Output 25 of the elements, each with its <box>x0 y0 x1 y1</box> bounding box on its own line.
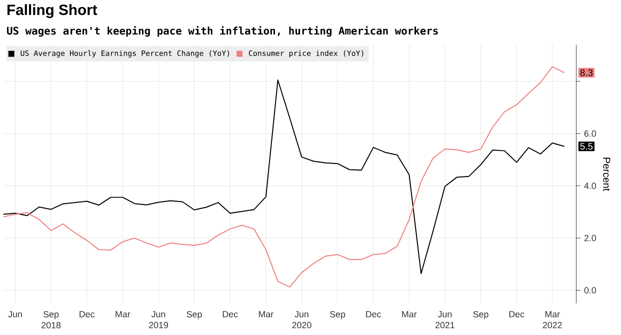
x-tick-label: Sep <box>330 311 346 320</box>
data-label: 5.5 <box>580 142 593 150</box>
y-tick-label: 0.0 <box>584 287 596 294</box>
x-tick-label: Jun <box>8 311 22 318</box>
x-tick-label: Jun 2021 <box>435 311 454 328</box>
y-tick-label: 6.0 <box>584 130 596 137</box>
x-tick-label: Sep 2018 <box>42 311 61 328</box>
x-tick-label: Sep <box>473 311 488 320</box>
x-tick-label: Sep <box>186 311 202 320</box>
x-tick-label: Mar <box>116 311 130 318</box>
x-tick-label: Mar 2022 <box>542 311 562 328</box>
y-tick-label: 2.0 <box>584 234 596 242</box>
x-tick-label: Dec <box>509 311 524 318</box>
x-tick-label: Dec <box>80 311 95 318</box>
chart-subtitle: US wages aren't keeping pace with inflation, hurting American workers <box>7 26 438 37</box>
y-axis-title: Percent <box>603 158 610 191</box>
data-label: 8.3 <box>580 69 593 76</box>
x-tick-label: Dec <box>222 311 238 318</box>
chart-title: Falling Short <box>7 4 98 18</box>
x-tick-label: Mar <box>258 311 274 318</box>
x-tick-label: Jun 2019 <box>149 311 168 328</box>
x-tick-label: Mar <box>402 311 417 318</box>
y-tick-label: 4.0 <box>584 182 596 189</box>
x-tick-label: Dec <box>366 311 382 318</box>
x-tick-label: Jun 2020 <box>292 311 312 328</box>
